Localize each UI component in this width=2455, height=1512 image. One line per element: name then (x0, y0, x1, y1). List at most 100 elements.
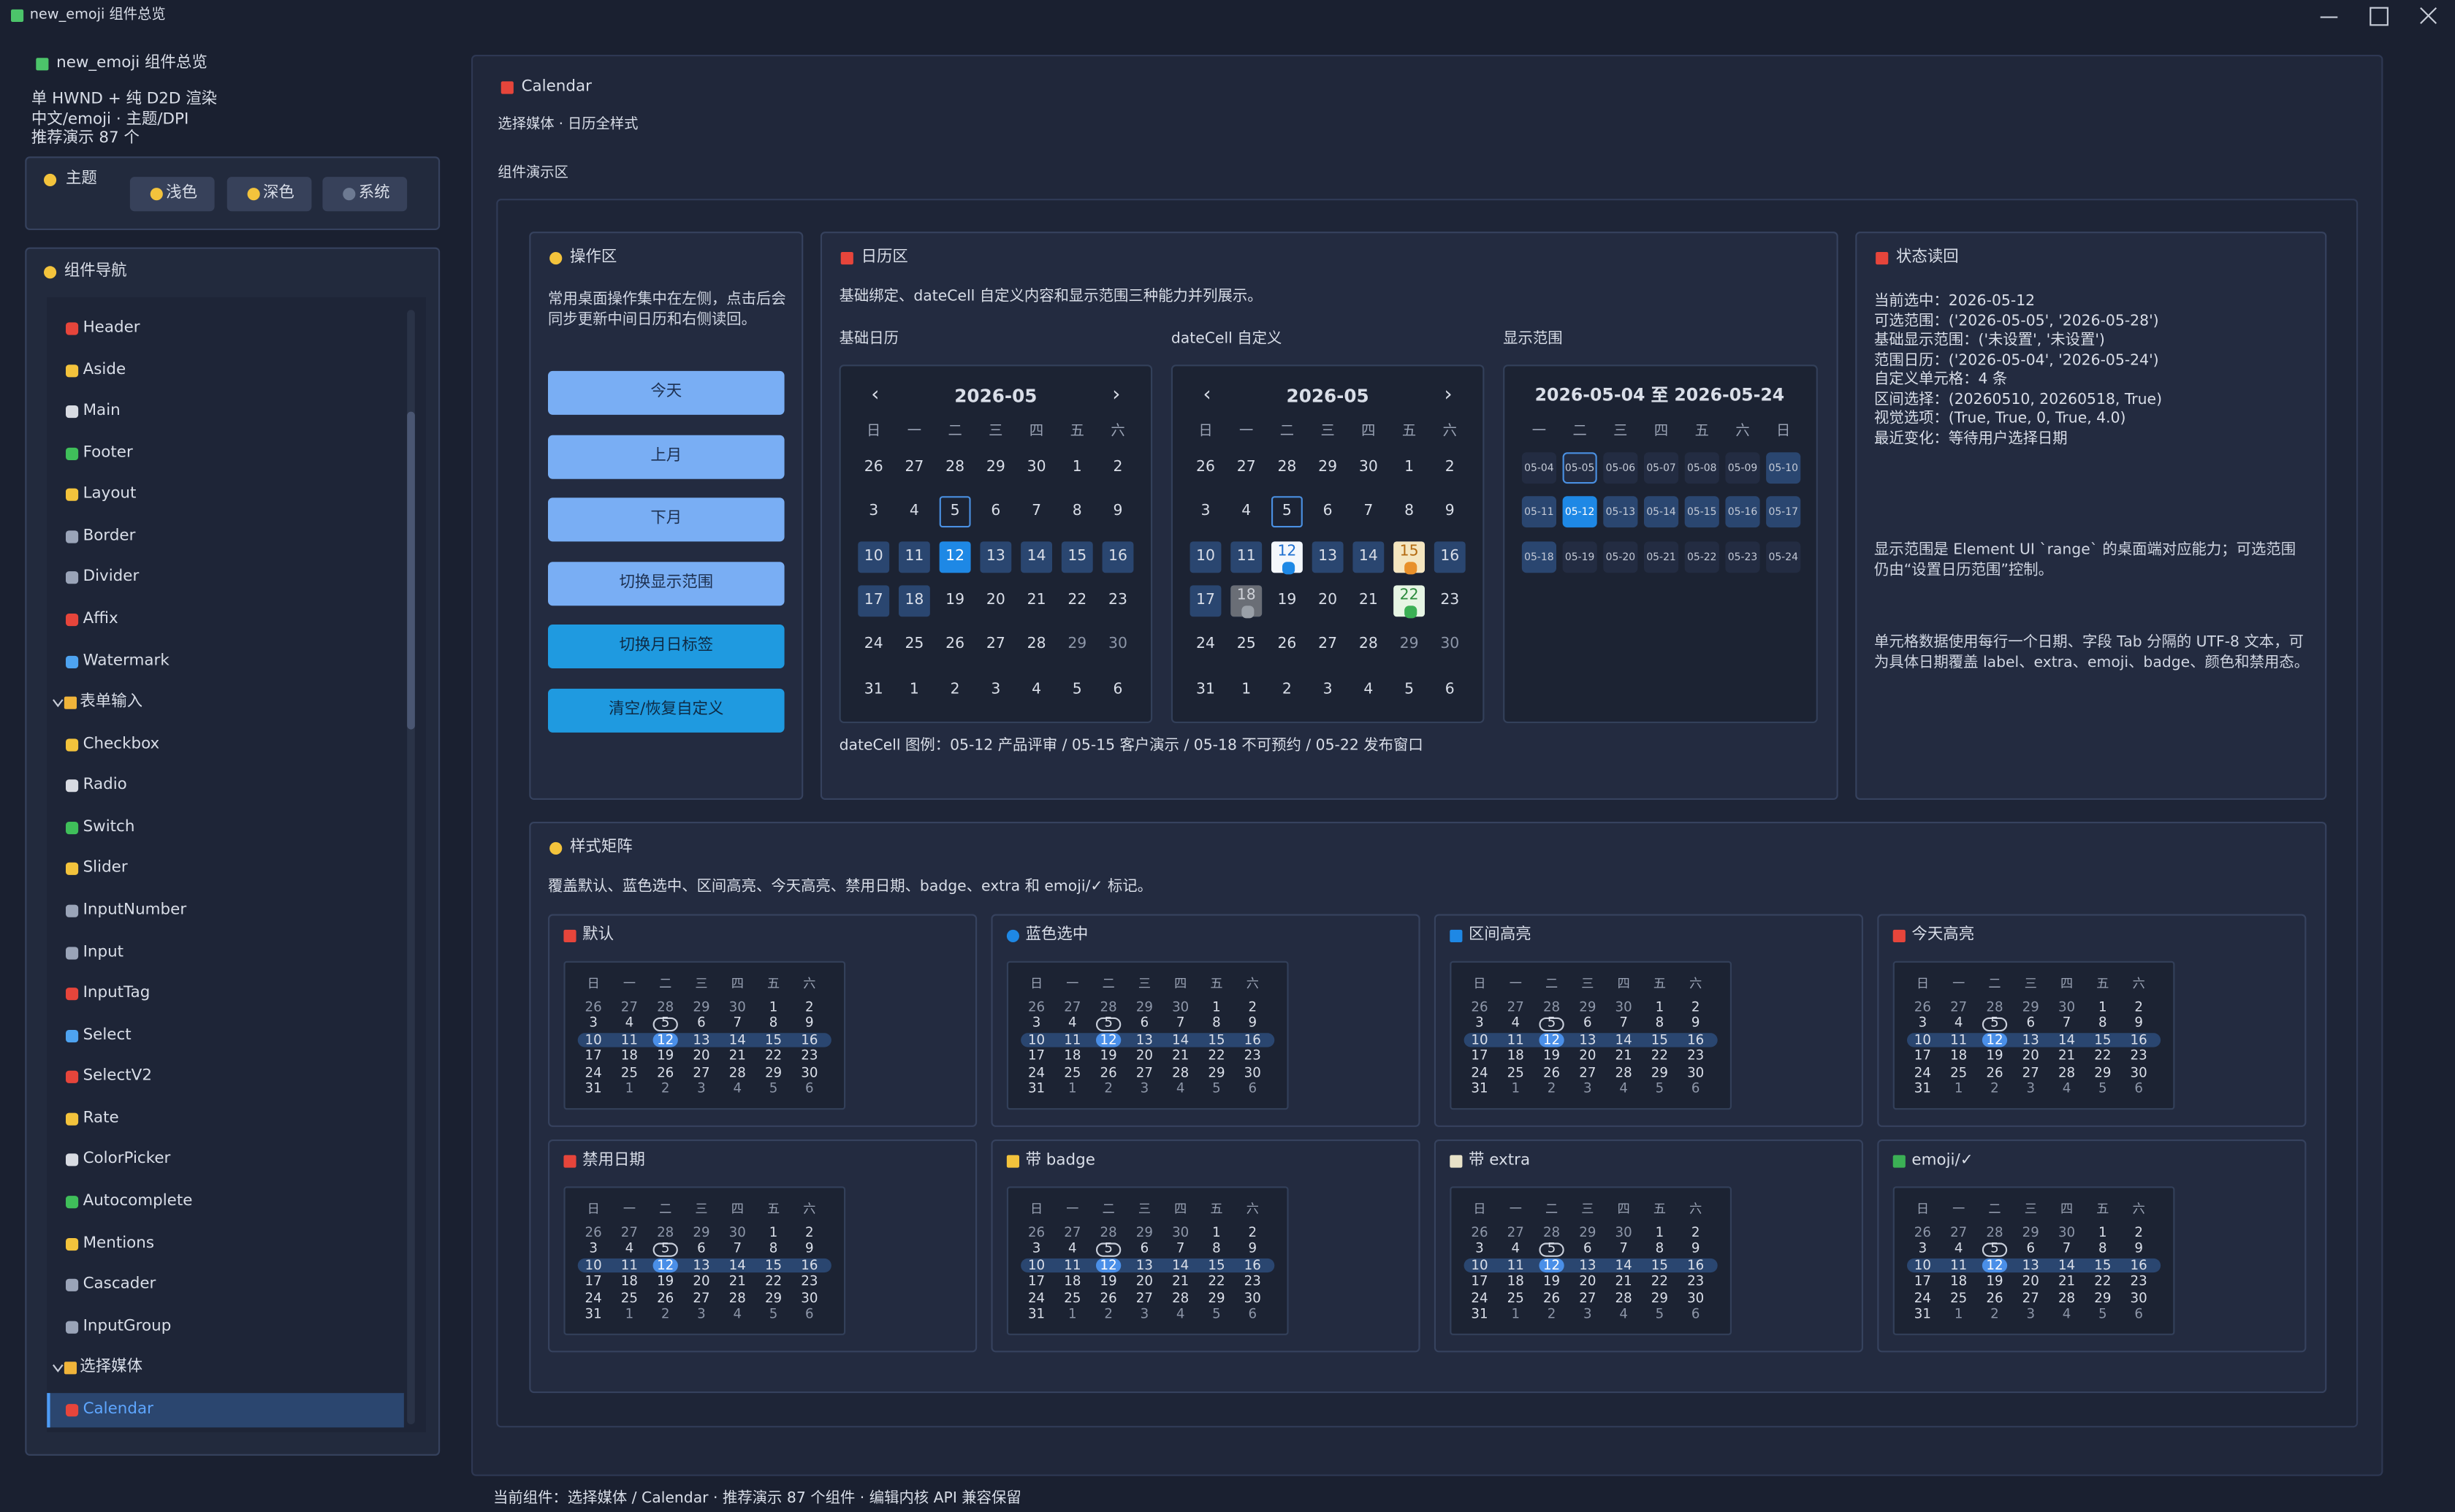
day[interactable]: 26 (1196, 458, 1215, 476)
nav-item[interactable]: Checkbox (83, 735, 160, 753)
window-controls[interactable] (2311, 0, 2452, 34)
day[interactable]: 15 (1067, 547, 1087, 565)
prev-month[interactable]: ‹ (871, 383, 880, 408)
range-day[interactable]: 05-20 (1605, 550, 1636, 563)
day[interactable]: 12 (945, 547, 965, 565)
day[interactable]: 10 (864, 547, 883, 565)
day[interactable]: 21 (1358, 591, 1378, 609)
nav-group[interactable]: 表单输入 (80, 693, 142, 711)
day[interactable]: 16 (1108, 547, 1127, 565)
day[interactable]: 17 (1196, 591, 1215, 609)
range-day[interactable]: 05-15 (1687, 505, 1717, 519)
day[interactable]: 20 (986, 591, 1005, 609)
day[interactable]: 3 (1200, 503, 1211, 521)
group-caret[interactable] (52, 697, 64, 709)
day[interactable]: 1 (1404, 458, 1415, 476)
day[interactable]: 21 (1027, 591, 1046, 609)
day[interactable]: 29 (986, 458, 1005, 476)
nav-item[interactable]: SelectV2 (83, 1067, 152, 1085)
day[interactable]: 28 (1358, 635, 1378, 653)
prev-month[interactable]: ‹ (1203, 383, 1211, 408)
range-day[interactable]: 05-13 (1605, 505, 1636, 519)
action-button[interactable]: 清空/恢复自定义 (548, 688, 785, 733)
action-button[interactable]: 切换显示范围 (548, 561, 785, 606)
nav-item[interactable]: Aside (83, 361, 126, 378)
day[interactable]: 1 (909, 680, 919, 698)
range-day[interactable]: 05-05 (1564, 462, 1595, 475)
day[interactable]: 28 (945, 458, 965, 476)
day[interactable]: 4 (909, 503, 919, 521)
day[interactable]: 5 (1072, 680, 1082, 698)
nav-item[interactable]: Select (83, 1026, 132, 1044)
range-day[interactable]: 05-09 (1727, 462, 1758, 475)
range-day[interactable]: 05-08 (1687, 462, 1717, 475)
nav-item[interactable]: Switch (83, 818, 135, 836)
day[interactable]: 23 (1108, 591, 1127, 609)
day[interactable]: 4 (1241, 503, 1252, 521)
day[interactable]: 31 (864, 680, 883, 698)
next-month[interactable]: › (1112, 383, 1121, 408)
day[interactable]: 30 (1440, 635, 1460, 653)
day[interactable]: 26 (864, 458, 883, 476)
nav-item[interactable]: Slider (83, 860, 128, 877)
day[interactable]: 5 (1404, 680, 1415, 698)
day[interactable]: 11 (1236, 547, 1256, 565)
day[interactable]: 24 (1196, 635, 1215, 653)
day[interactable]: 12 (1277, 542, 1297, 560)
day[interactable]: 3 (991, 680, 1001, 698)
theme-button[interactable]: 深色 (227, 177, 312, 212)
next-month[interactable]: › (1444, 383, 1453, 408)
nav-item[interactable]: Rate (83, 1109, 119, 1127)
nav-item[interactable]: Autocomplete (83, 1192, 193, 1210)
day[interactable]: 6 (991, 503, 1001, 521)
nav-item[interactable]: ColorPicker (83, 1150, 171, 1169)
day[interactable]: 5 (950, 503, 960, 521)
day[interactable]: 17 (864, 591, 883, 609)
day[interactable]: 2 (1113, 458, 1123, 476)
day[interactable]: 30 (1108, 635, 1127, 653)
day[interactable]: 9 (1113, 503, 1123, 521)
range-day[interactable]: 05-06 (1605, 462, 1636, 475)
nav-item[interactable]: Mentions (83, 1234, 155, 1252)
day[interactable]: 26 (945, 635, 965, 653)
nav-item[interactable]: Footer (83, 443, 133, 462)
range-day[interactable]: 05-16 (1727, 505, 1758, 519)
nav-item[interactable]: InputNumber (83, 901, 187, 919)
range-day[interactable]: 05-17 (1768, 505, 1798, 519)
day[interactable]: 2 (1445, 458, 1455, 476)
day[interactable]: 3 (1322, 680, 1333, 698)
range-day[interactable]: 05-19 (1564, 550, 1595, 563)
nav-item[interactable]: InputTag (83, 985, 151, 1002)
day[interactable]: 10 (1196, 547, 1215, 565)
day[interactable]: 1 (1072, 458, 1082, 476)
action-button[interactable]: 上月 (548, 434, 785, 478)
day[interactable]: 14 (1358, 547, 1378, 565)
day[interactable]: 29 (1399, 635, 1419, 653)
range-day[interactable]: 05-14 (1646, 505, 1676, 519)
day[interactable]: 6 (1445, 680, 1455, 698)
group-caret[interactable] (52, 1362, 64, 1375)
action-button[interactable]: 下月 (548, 497, 785, 542)
day[interactable]: 2 (1282, 680, 1292, 698)
day[interactable]: 19 (1277, 591, 1297, 609)
day[interactable]: 29 (1067, 635, 1087, 653)
day[interactable]: 13 (986, 547, 1005, 565)
range-day[interactable]: 05-12 (1564, 505, 1595, 519)
day[interactable]: 4 (1363, 680, 1374, 698)
day[interactable]: 29 (1318, 458, 1338, 476)
day[interactable]: 25 (905, 635, 924, 653)
range-day[interactable]: 05-18 (1524, 550, 1554, 563)
day[interactable]: 5 (1282, 503, 1292, 521)
day[interactable]: 8 (1404, 503, 1415, 521)
day[interactable]: 3 (869, 503, 879, 521)
day[interactable]: 18 (1236, 587, 1256, 604)
day[interactable]: 2 (950, 680, 960, 698)
day[interactable]: 28 (1027, 635, 1046, 653)
nav-item[interactable]: Layout (83, 485, 137, 503)
range-day[interactable]: 05-07 (1646, 462, 1676, 475)
range-day[interactable]: 05-10 (1768, 462, 1798, 475)
day[interactable]: 11 (905, 547, 924, 565)
day[interactable]: 9 (1445, 503, 1455, 521)
day[interactable]: 25 (1236, 635, 1256, 653)
range-day[interactable]: 05-11 (1524, 505, 1554, 519)
